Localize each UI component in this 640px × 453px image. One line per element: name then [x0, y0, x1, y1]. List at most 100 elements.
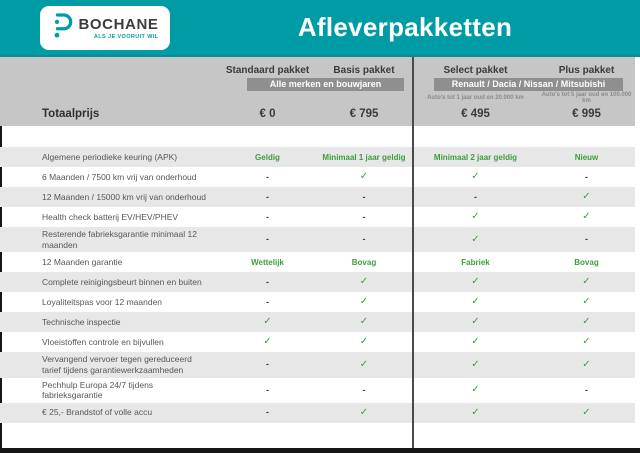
bochane-logo-icon	[51, 11, 73, 46]
check-icon: ✓	[471, 276, 480, 288]
dash-mark: -	[362, 211, 366, 222]
check-icon: ✓	[582, 276, 591, 288]
row-label: Health check batterij EV/HEV/PHEV	[42, 211, 179, 222]
dash-mark: -	[585, 234, 588, 245]
row-label: Resterende fabrieksgarantie minimaal 12 …	[42, 229, 197, 250]
table-row: 12 Maanden / 15000 km vrij van onderhoud…	[0, 187, 635, 207]
dash-mark: -	[585, 171, 588, 182]
page-title: Afleverpakketten	[297, 12, 513, 42]
check-icon: ✓	[359, 316, 369, 328]
table-row: Resterende fabrieksgarantie minimaal 12 …	[0, 227, 635, 253]
check-icon: ✓	[471, 233, 480, 245]
banners-row: Alle merken en bouwjaren Renault / Dacia…	[0, 77, 635, 92]
total-price-row: Totaalprijs € 0 € 795 € 495 € 995	[0, 102, 635, 126]
row-label: 12 Maanden garantie	[42, 256, 123, 267]
row-label: Loyaliteitspas voor 12 maanden	[42, 296, 163, 307]
check-icon: ✓	[471, 316, 480, 328]
row-label: Complete reinigingsbeurt binnen en buite…	[42, 276, 202, 287]
check-icon: ✓	[582, 358, 591, 370]
package-header-band: Standaard pakket Basis pakket Select pak…	[0, 57, 635, 126]
bochane-logo: BOCHANE ALS JE VOORUIT WIL	[40, 6, 170, 50]
table-row: 6 Maanden / 7500 km vrij van onderhoud - ✓…	[0, 167, 640, 187]
brand-tagline: ALS JE VOORUIT WIL	[93, 33, 159, 40]
dash-mark: -	[266, 276, 269, 287]
table-row: Vloeistoffen controle en bijvullen ✓ ✓ ✓ ✓	[0, 332, 640, 353]
banner-brands: Renault / Dacia / Nissan / Mitsubishi	[434, 78, 623, 91]
dash-mark: -	[266, 384, 269, 395]
table-row: Vervangend vervoer tegen gereduceerd tar…	[0, 352, 635, 378]
check-icon: ✓	[471, 384, 480, 396]
value-text: Minimaal 1 jaar geldig	[322, 152, 406, 162]
spacer	[0, 126, 640, 147]
dash-mark: -	[362, 234, 366, 245]
value-text: Wettelijk	[251, 257, 284, 267]
dash-mark: -	[585, 384, 588, 395]
check-icon: ✓	[582, 211, 591, 222]
check-icon: ✓	[471, 296, 480, 308]
dash-mark: -	[266, 407, 269, 418]
caption-plus: Auto's tot 5 jaar oud en 100.000 km	[541, 92, 632, 104]
caption-select: Auto's tot 1 jaar oud en 20.000 km	[427, 95, 524, 101]
brand-name: BOCHANE	[78, 15, 159, 33]
check-icon: ✓	[359, 358, 369, 370]
dash-mark: -	[474, 191, 477, 202]
column-divider	[412, 57, 414, 448]
captions-row: Auto's tot 1 jaar oud en 20.000 km Auto'…	[0, 92, 635, 104]
row-label: 12 Maanden / 15000 km vrij van onderhoud	[42, 191, 206, 202]
check-icon: ✓	[582, 316, 591, 328]
price-select: € 495	[461, 108, 490, 120]
check-icon: ✓	[359, 336, 369, 348]
dash-mark: -	[266, 171, 269, 182]
check-icon: ✓	[359, 276, 369, 288]
value-text: Fabriek	[461, 257, 490, 267]
package-names-row: Standaard pakket Basis pakket Select pak…	[0, 63, 635, 77]
check-icon: ✓	[582, 296, 591, 308]
table-row: Loyaliteitspas voor 12 maanden - ✓ ✓ ✓	[0, 292, 640, 313]
check-icon: ✓	[359, 406, 369, 418]
dash-mark: -	[266, 296, 269, 307]
table-row: € 25,- Brandstof of volle accu - ✓ ✓ ✓	[0, 402, 635, 423]
dash-mark: -	[266, 359, 269, 370]
check-icon: ✓	[263, 336, 272, 348]
footer-spacer	[0, 422, 640, 448]
check-icon: ✓	[471, 406, 480, 418]
check-icon: ✓	[263, 316, 272, 328]
row-label: Vloeistoffen controle en bijvullen	[42, 336, 164, 347]
dash-mark: -	[266, 211, 269, 222]
banner-alle-merken: Alle merken en bouwjaren	[247, 78, 404, 91]
check-icon: ✓	[471, 211, 480, 222]
table-row: Health check batterij EV/HEV/PHEV - - ✓ ✓	[0, 207, 640, 227]
check-icon: ✓	[471, 171, 480, 182]
value-text: Bovag	[574, 257, 599, 267]
row-label: Algemene periodieke keuring (APK)	[42, 151, 178, 162]
bottom-bar	[0, 448, 640, 453]
total-price-label: Totaalprijs	[42, 108, 100, 120]
price-plus: € 995	[572, 108, 601, 120]
package-name-select: Select pakket	[443, 64, 508, 76]
dash-mark: -	[266, 191, 269, 202]
package-name-standaard: Standaard pakket	[225, 64, 310, 76]
table-row: Technische inspectie ✓ ✓ ✓ ✓	[0, 312, 635, 333]
package-name-basis: Basis pakket	[333, 64, 395, 76]
dash-mark: -	[266, 234, 269, 245]
row-label: Technische inspectie	[42, 316, 121, 327]
dash-mark: -	[362, 191, 366, 202]
table-row: 12 Maanden garantie Wettelijk Bovag Fabriek…	[0, 252, 640, 273]
value-text: Geldig	[255, 152, 280, 162]
table-row: Algemene periodieke keuring (APK) Geldig M…	[0, 147, 635, 167]
check-icon: ✓	[359, 296, 369, 308]
brand-block: BOCHANE ALS JE VOORUIT WIL	[78, 17, 158, 40]
row-label: 6 Maanden / 7500 km vrij van onderhoud	[42, 171, 197, 182]
feature-rows: Algemene periodieke keuring (APK) Geldig M…	[0, 147, 640, 423]
check-icon: ✓	[582, 406, 591, 418]
value-text: Bovag	[351, 257, 377, 267]
table-row: Complete reinigingsbeurt binnen en buite…	[0, 272, 635, 293]
value-text: Nieuw	[574, 152, 599, 162]
price-basis: € 795	[349, 108, 379, 120]
row-label: € 25,- Brandstof of volle accu	[42, 407, 153, 418]
header: BOCHANE ALS JE VOORUIT WIL Afleverpakket…	[0, 0, 640, 57]
check-icon: ✓	[582, 191, 591, 202]
check-icon: ✓	[471, 336, 480, 348]
check-icon: ✓	[582, 336, 591, 348]
